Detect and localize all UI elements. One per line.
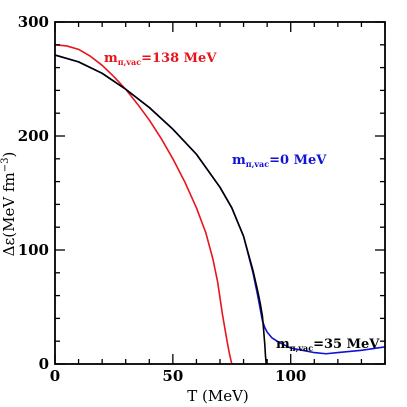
x-axis-label: T (MeV)	[187, 387, 249, 405]
y-tick-label: 300	[18, 13, 49, 31]
series-line-2	[55, 54, 267, 364]
series-label-0: mπ,vac=0 MeV	[232, 153, 327, 169]
y-tick-label: 100	[18, 241, 49, 259]
axes: 0 50 100 0 100 200 300	[18, 13, 386, 385]
y-tick-label: 200	[18, 127, 49, 145]
series-line-1	[55, 54, 385, 355]
plot-area	[55, 44, 385, 364]
y-axis-label: Δε(MeV fm−3)	[0, 152, 18, 257]
series-label-138: mπ,vac=138 MeV	[104, 51, 217, 67]
x-tick-label: 50	[162, 367, 183, 385]
series-label-35: mπ,vac=35 MeV	[276, 337, 380, 353]
y-tick-label: 0	[39, 355, 49, 373]
x-tick-label: 0	[50, 367, 60, 385]
plot-frame	[54, 21, 386, 365]
series-line-0	[55, 44, 233, 364]
x-tick-label: 100	[275, 367, 306, 385]
